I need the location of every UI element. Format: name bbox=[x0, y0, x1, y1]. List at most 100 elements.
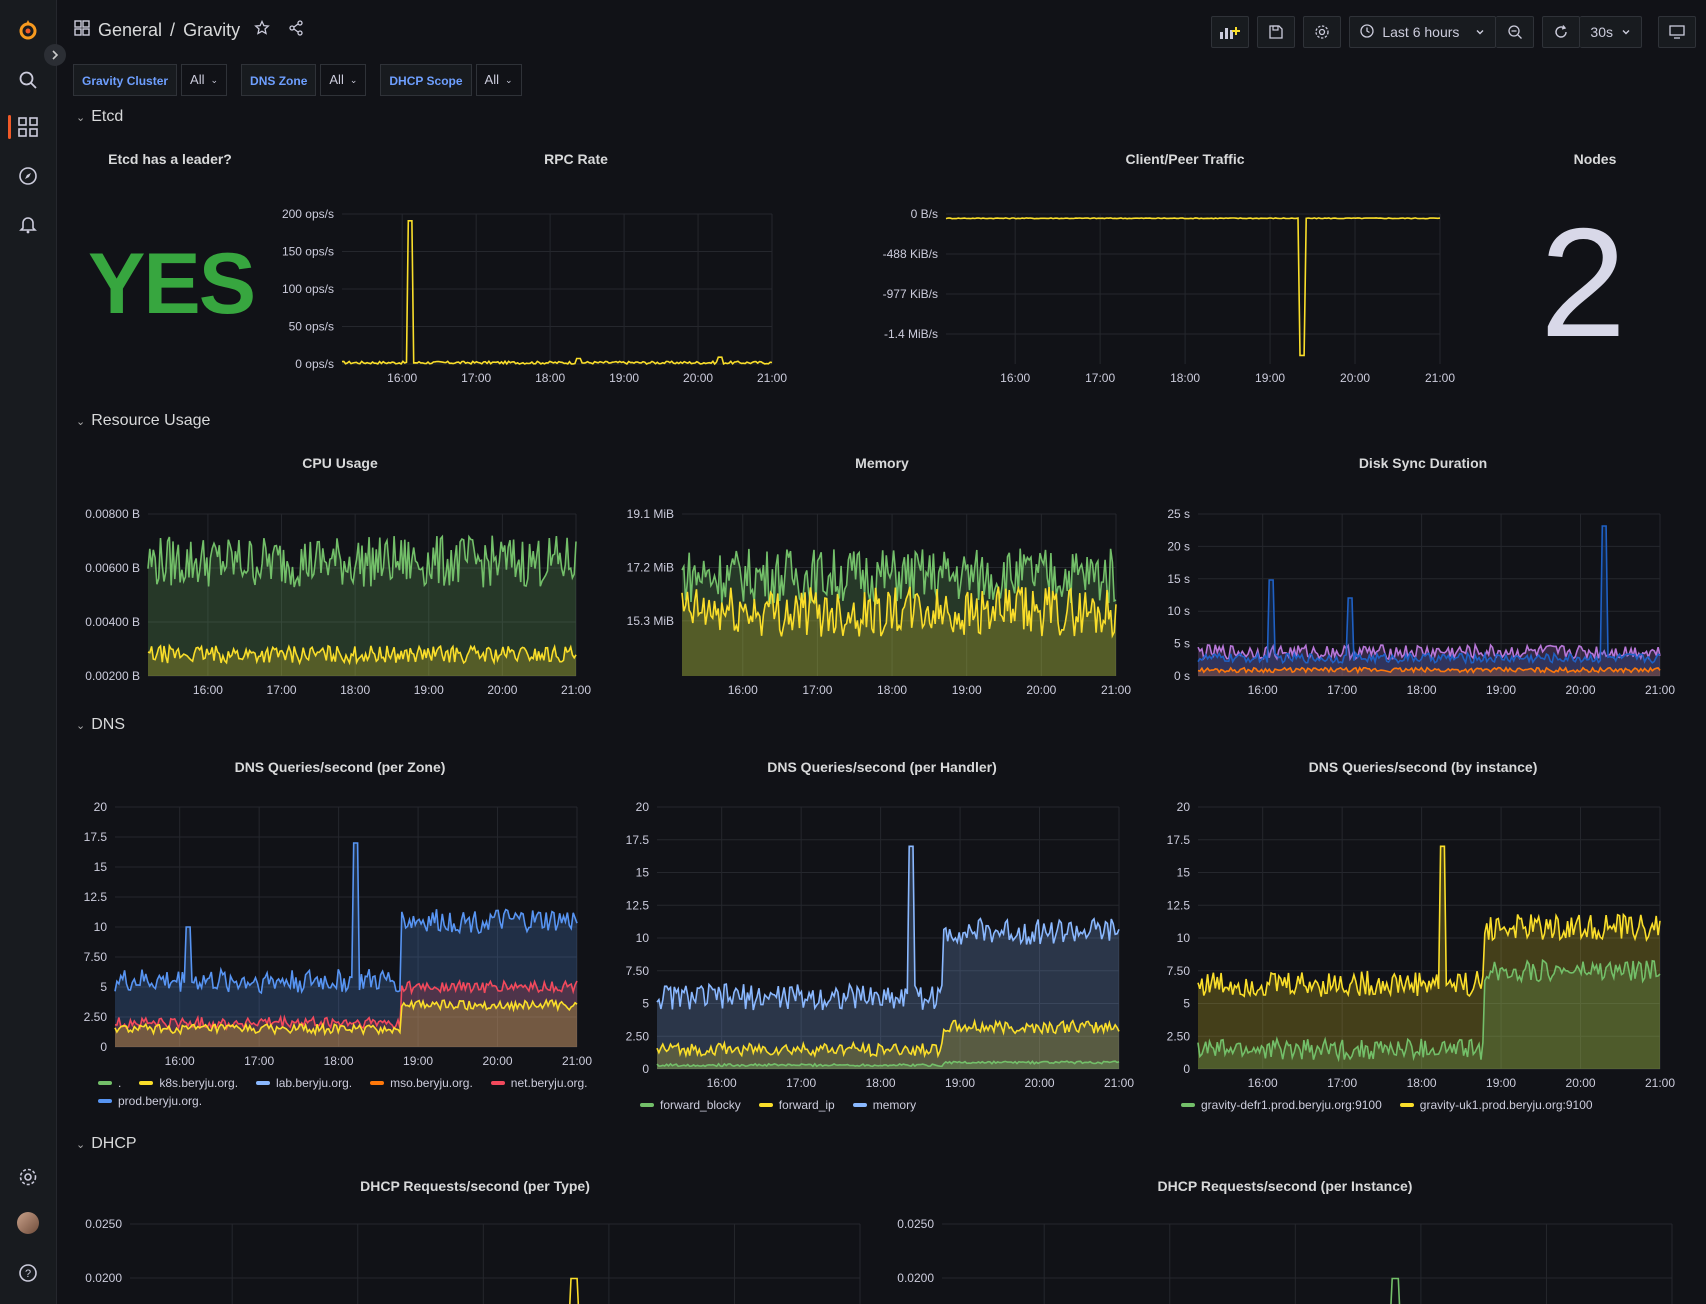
panel-title-traffic[interactable]: Client/Peer Traffic bbox=[1125, 151, 1245, 167]
y-tick-label: 5 bbox=[1183, 997, 1190, 1011]
legend-item[interactable]: forward_blocky bbox=[640, 1098, 741, 1112]
x-tick-label: 18:00 bbox=[1407, 1076, 1437, 1090]
series-line bbox=[114, 998, 578, 1037]
y-tick-label: 0.00800 B bbox=[85, 507, 140, 521]
y-tick-label: 0.0200 bbox=[85, 1271, 122, 1285]
time-range-picker[interactable]: Last 6 hours bbox=[1349, 16, 1497, 48]
x-tick-label: 20:00 bbox=[483, 1054, 513, 1068]
share-icon[interactable] bbox=[288, 20, 304, 41]
series-area bbox=[657, 1061, 1119, 1069]
grafana-logo-icon[interactable] bbox=[14, 16, 42, 44]
y-tick-label: 0.0200 bbox=[897, 1271, 934, 1285]
row-dns[interactable]: ⌄ DNS bbox=[76, 716, 125, 734]
y-tick-label: 200 ops/s bbox=[282, 207, 334, 221]
refresh-button[interactable] bbox=[1542, 16, 1581, 48]
x-tick-label: 18:00 bbox=[1407, 683, 1437, 697]
memory-chart[interactable]: 19.1 MiB 17.2 MiB 15.3 MiB 16:00 17:00 18:00 1… bbox=[612, 500, 1152, 700]
help-icon[interactable]: ? bbox=[14, 1259, 42, 1287]
star-icon[interactable] bbox=[254, 19, 270, 41]
series-area bbox=[1198, 667, 1660, 676]
configuration-gear-icon[interactable] bbox=[14, 1163, 42, 1191]
legend-item[interactable]: mso.beryju.org. bbox=[370, 1076, 473, 1090]
legend-swatch bbox=[98, 1099, 112, 1103]
dns-zone-chart[interactable]: 20 17.5 15 12.5 10 7.50 5 2.50 0 16:00 17:00 18:00 1… bbox=[70, 795, 610, 1068]
legend-label: memory bbox=[872, 1098, 917, 1112]
panel-title-dhcp-instance[interactable]: DHCP Requests/second (per Instance) bbox=[1157, 1178, 1413, 1194]
rpc-rate-chart[interactable]: 200 ops/s 150 ops/s 100 ops/s 50 ops/s 0 ops… bbox=[260, 200, 860, 400]
y-tick-label: 2.50 bbox=[626, 1029, 650, 1043]
panel-title-nodes[interactable]: Nodes bbox=[1573, 151, 1617, 167]
panel-title-dns-zone[interactable]: DNS Queries/second (per Zone) bbox=[234, 759, 446, 775]
legend-item[interactable]: net.beryju.org. bbox=[490, 1076, 588, 1090]
user-avatar[interactable] bbox=[17, 1212, 39, 1234]
tv-mode-button[interactable] bbox=[1658, 16, 1696, 48]
panel-title-dns-handler[interactable]: DNS Queries/second (per Handler) bbox=[767, 759, 997, 775]
panel-title-disk[interactable]: Disk Sync Duration bbox=[1358, 455, 1488, 471]
variable-value: All bbox=[484, 72, 499, 87]
legend-item[interactable]: gravity-uk1.prod.beryju.org:9100 bbox=[1399, 1098, 1593, 1112]
y-tick-label: 12.5 bbox=[84, 890, 108, 904]
panel-title-rpc[interactable]: RPC Rate bbox=[544, 151, 608, 167]
dashboard-title[interactable]: Gravity bbox=[183, 20, 241, 40]
panel-title-cpu[interactable]: CPU Usage bbox=[302, 455, 378, 471]
panel-title-dhcp-type[interactable]: DHCP Requests/second (per Type) bbox=[360, 1178, 590, 1194]
legend-item[interactable]: memory bbox=[852, 1098, 917, 1112]
search-icon[interactable] bbox=[14, 66, 42, 94]
panel-title-memory[interactable]: Memory bbox=[855, 455, 909, 471]
legend-item[interactable]: gravity-defr1.prod.beryju.org:9100 bbox=[1181, 1098, 1382, 1112]
x-tick-label: 17:00 bbox=[244, 1054, 274, 1068]
dns-instance-chart[interactable]: 20 17.5 15 12.5 10 7.50 5 2.50 0 16:00 17:00 18:00 1… bbox=[1153, 795, 1693, 1090]
dns-zone-legend: . k8s.beryju.org. lab.beryju.org. mso.beryj… bbox=[98, 1076, 598, 1108]
legend-item[interactable]: prod.beryju.org. bbox=[98, 1094, 202, 1108]
y-tick-label: 20 bbox=[94, 800, 108, 814]
variable-value: All bbox=[329, 72, 344, 87]
add-panel-button[interactable] bbox=[1211, 16, 1250, 48]
dashboards-icon[interactable] bbox=[14, 113, 42, 141]
y-tick-label: 0 bbox=[100, 1040, 107, 1054]
row-etcd[interactable]: ⌄ Etcd bbox=[76, 108, 123, 126]
variable-select[interactable]: All ⌄ bbox=[320, 64, 367, 96]
row-resource-usage[interactable]: ⌄ Resource Usage bbox=[76, 412, 210, 430]
breadcrumb: General / Gravity bbox=[74, 19, 304, 41]
variable-select[interactable]: All ⌄ bbox=[181, 64, 228, 96]
row-title-label: DHCP bbox=[91, 1135, 137, 1152]
save-dashboard-button[interactable] bbox=[1257, 16, 1296, 48]
y-tick-label: 15 bbox=[636, 866, 650, 880]
legend-label: forward_blocky bbox=[660, 1098, 741, 1112]
folder-link[interactable]: General bbox=[98, 20, 163, 40]
legend-label: gravity-defr1.prod.beryju.org:9100 bbox=[1201, 1098, 1382, 1112]
series-line bbox=[1197, 666, 1661, 675]
legend-item[interactable]: . bbox=[98, 1076, 121, 1090]
chevron-down-icon: ⌄ bbox=[76, 111, 86, 124]
client-peer-traffic-chart[interactable]: 0 B/s -488 KiB/s -977 KiB/s -1.4 MiB/s 16:00… bbox=[880, 200, 1480, 400]
y-tick-label: 100 ops/s bbox=[282, 282, 334, 296]
legend-swatch bbox=[98, 1081, 112, 1085]
y-tick-label: 0.0250 bbox=[897, 1217, 934, 1231]
panel-title-leader[interactable]: Etcd has a leader? bbox=[108, 151, 232, 167]
expand-menu-icon[interactable] bbox=[44, 44, 66, 66]
variable-select[interactable]: All ⌄ bbox=[475, 64, 522, 96]
dns-handler-chart[interactable]: 20 17.5 15 12.5 10 7.50 5 2.50 0 16:00 17:00 18:00 1… bbox=[612, 795, 1152, 1090]
dhcp-instance-chart[interactable]: 0.0250 0.0200 bbox=[882, 1210, 1692, 1304]
dashboard-navbar: General / Gravity Last 6 hours bbox=[56, 0, 1706, 64]
zoom-out-button[interactable] bbox=[1496, 16, 1535, 48]
legend-item[interactable]: lab.beryju.org. bbox=[256, 1076, 352, 1090]
legend-item[interactable]: forward_ip bbox=[758, 1098, 835, 1112]
legend-item[interactable]: k8s.beryju.org. bbox=[139, 1076, 238, 1090]
cpu-usage-chart[interactable]: 0.00800 B 0.00600 B 0.00400 B 0.00200 B 16:0… bbox=[70, 500, 610, 700]
row-dhcp[interactable]: ⌄ DHCP bbox=[76, 1135, 137, 1153]
panel-title-dns-instance[interactable]: DNS Queries/second (by instance) bbox=[1308, 759, 1538, 775]
dhcp-type-chart[interactable]: 0.0250 0.0200 bbox=[70, 1210, 880, 1304]
x-tick-label: 16:00 bbox=[1248, 683, 1278, 697]
explore-compass-icon[interactable] bbox=[14, 162, 42, 190]
dashboard-settings-button[interactable] bbox=[1303, 16, 1342, 48]
y-tick-label: 0 B/s bbox=[911, 207, 938, 221]
legend-swatch bbox=[1399, 1103, 1414, 1107]
disk-sync-duration-chart[interactable]: 25 s 20 s 15 s 10 s 5 s 0 s 16:00 17:00 18:00 19:… bbox=[1153, 500, 1693, 700]
series-area bbox=[682, 548, 1116, 676]
legend-label: lab.beryju.org. bbox=[276, 1076, 353, 1090]
y-tick-label: -1.4 MiB/s bbox=[884, 327, 938, 341]
refresh-interval-picker[interactable]: 30s bbox=[1580, 16, 1642, 48]
row-title-label: DNS bbox=[91, 716, 125, 733]
alerting-bell-icon[interactable] bbox=[14, 210, 42, 238]
